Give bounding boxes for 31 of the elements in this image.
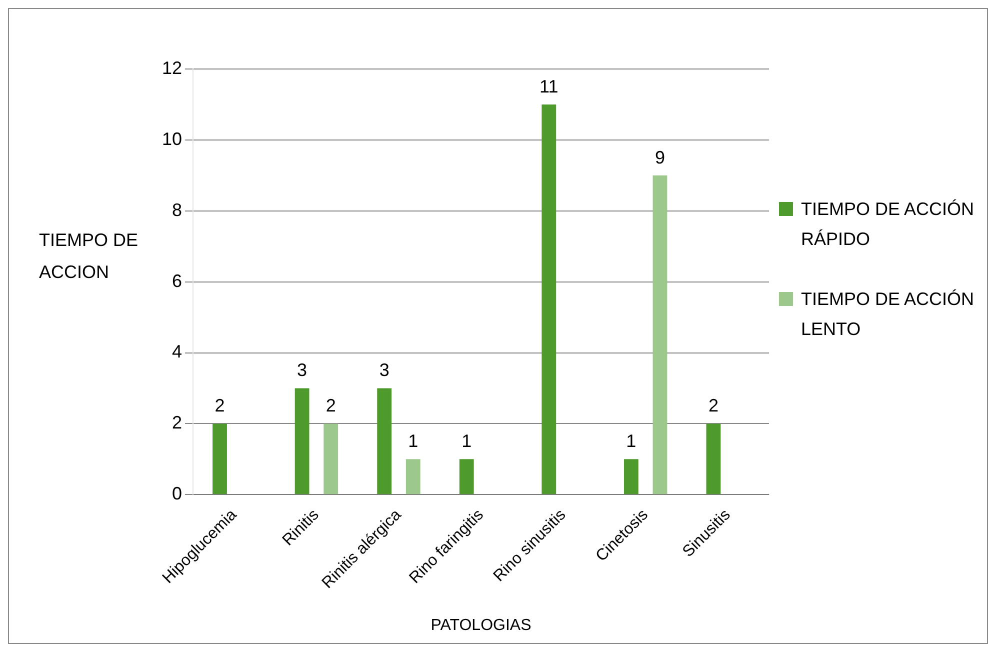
bar: [212, 424, 227, 494]
y-tick-label: 12: [162, 58, 182, 78]
bar: [324, 424, 338, 494]
bar: [624, 459, 638, 494]
bar: [652, 175, 668, 494]
y-tick-label: 4: [172, 342, 182, 362]
data-label: 2: [708, 396, 718, 416]
y-tick-label: 8: [172, 200, 182, 220]
y-tick-label: 10: [162, 128, 182, 149]
legend-label: TIEMPO DE ACCIÓN LENTO: [801, 288, 976, 341]
bar: [377, 388, 392, 494]
y-axis-title: TIEMPO DE ACCION: [39, 230, 138, 282]
y-tick-label: 6: [172, 270, 182, 291]
data-label: 9: [654, 147, 665, 168]
data-label: 11: [540, 76, 558, 96]
data-label: 1: [462, 431, 472, 452]
x-axis-title: PATOLOGIAS: [430, 616, 532, 634]
bar: [459, 459, 474, 494]
bar: [706, 424, 721, 494]
data-label: 1: [408, 431, 418, 452]
bar: [294, 388, 310, 494]
data-label: 2: [214, 396, 225, 416]
legend-label: TIEMPO DE ACCIÓN RÁPIDO: [801, 198, 976, 251]
data-label: 2: [326, 396, 336, 416]
bar: [406, 459, 420, 494]
data-label: 1: [626, 431, 636, 452]
bar: [542, 104, 556, 494]
data-label: 3: [297, 360, 308, 380]
data-label: 3: [379, 360, 390, 380]
y-tick-label: 0: [172, 484, 182, 504]
y-tick-label: 2: [172, 412, 182, 433]
